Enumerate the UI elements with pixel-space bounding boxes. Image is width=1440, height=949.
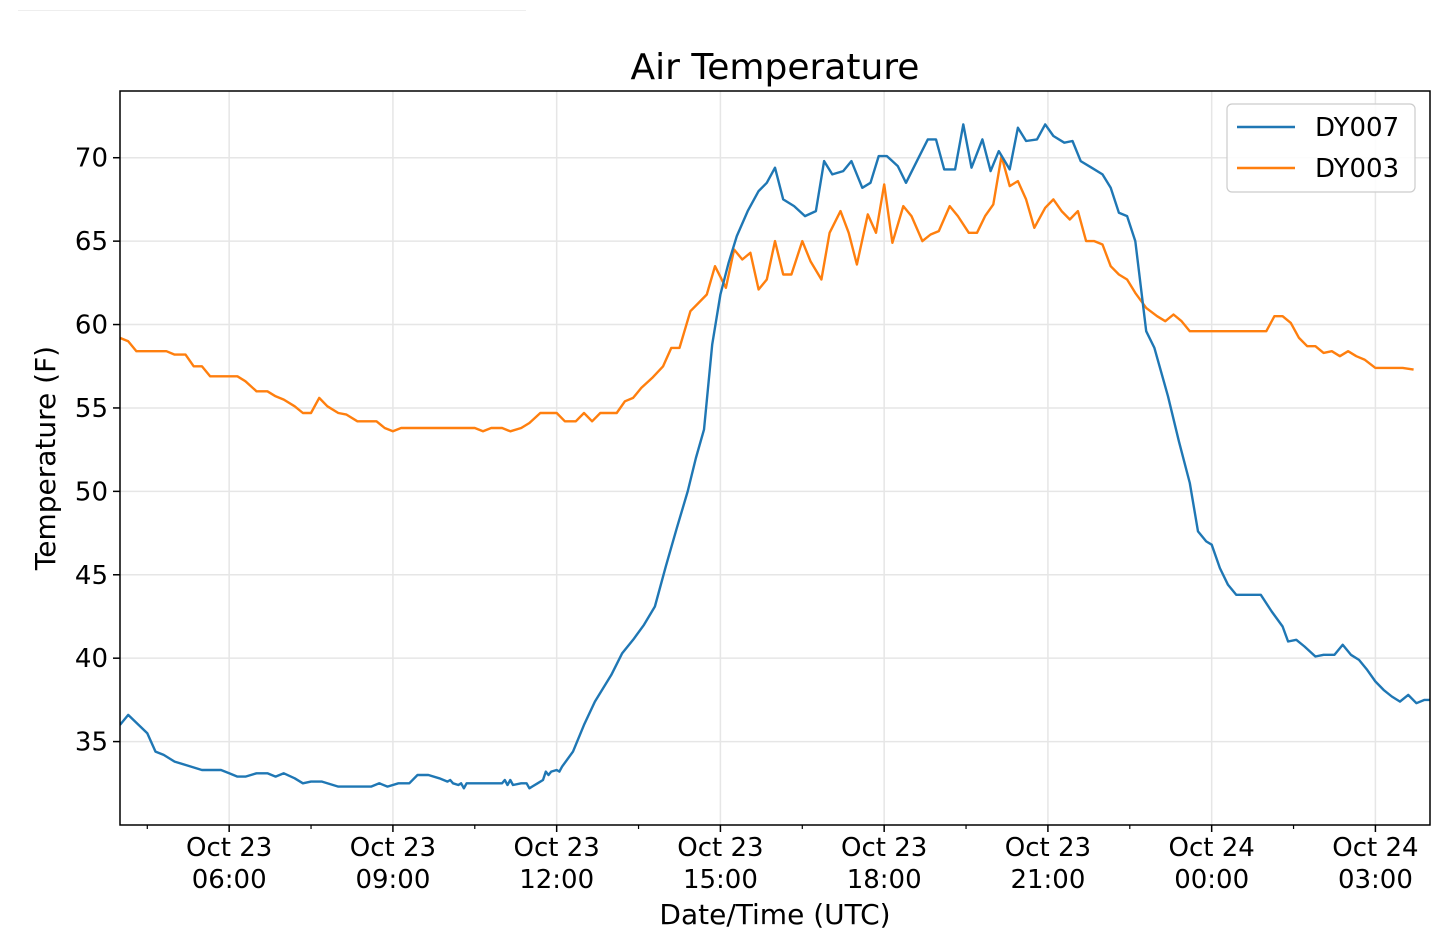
y-tick-label: 70 — [75, 144, 108, 174]
chart-title: Air Temperature — [631, 47, 920, 88]
y-tick-label: 65 — [75, 227, 108, 257]
x-tick-time: 21:00 — [1010, 865, 1085, 895]
series-line-dy003 — [120, 154, 1414, 433]
y-tick-label: 40 — [75, 644, 108, 674]
series-layer — [120, 123, 1430, 790]
x-tick-date: Oct 23 — [186, 833, 272, 863]
x-tick-time: 09:00 — [355, 865, 430, 895]
legend: DY007 DY003 — [1226, 103, 1416, 193]
grid-lines — [120, 91, 1430, 825]
x-tick-date: Oct 23 — [841, 833, 927, 863]
plot-frame — [119, 90, 1431, 826]
y-tick-label: 35 — [75, 728, 108, 758]
y-axis-label: Temperature (F) — [29, 346, 62, 571]
series-line-dy007 — [120, 123, 1430, 790]
y-tick-label: 50 — [75, 477, 108, 507]
y-axis: 35 40 45 50 55 60 65 70 — [75, 144, 120, 758]
top-divider — [18, 10, 526, 11]
y-tick-label: 45 — [75, 561, 108, 591]
x-tick-time: 00:00 — [1174, 865, 1249, 895]
legend-label-dy007: DY007 — [1315, 113, 1399, 143]
x-tick-date: Oct 23 — [350, 833, 436, 863]
x-tick-date: Oct 23 — [677, 833, 763, 863]
y-tick-label: 55 — [75, 394, 108, 424]
x-tick-time: 15:00 — [683, 865, 758, 895]
x-tick-time: 12:00 — [519, 865, 594, 895]
x-tick-date: Oct 23 — [1005, 833, 1091, 863]
legend-label-dy003: DY003 — [1315, 154, 1399, 184]
x-tick-date: Oct 24 — [1169, 833, 1255, 863]
y-tick-label: 60 — [75, 311, 108, 341]
x-tick-time: 18:00 — [847, 865, 922, 895]
x-axis-label: Date/Time (UTC) — [659, 898, 890, 931]
x-tick-time: 06:00 — [192, 865, 267, 895]
x-tick-date: Oct 23 — [514, 833, 600, 863]
x-tick-time: 03:00 — [1338, 865, 1413, 895]
x-tick-date: Oct 24 — [1332, 833, 1418, 863]
